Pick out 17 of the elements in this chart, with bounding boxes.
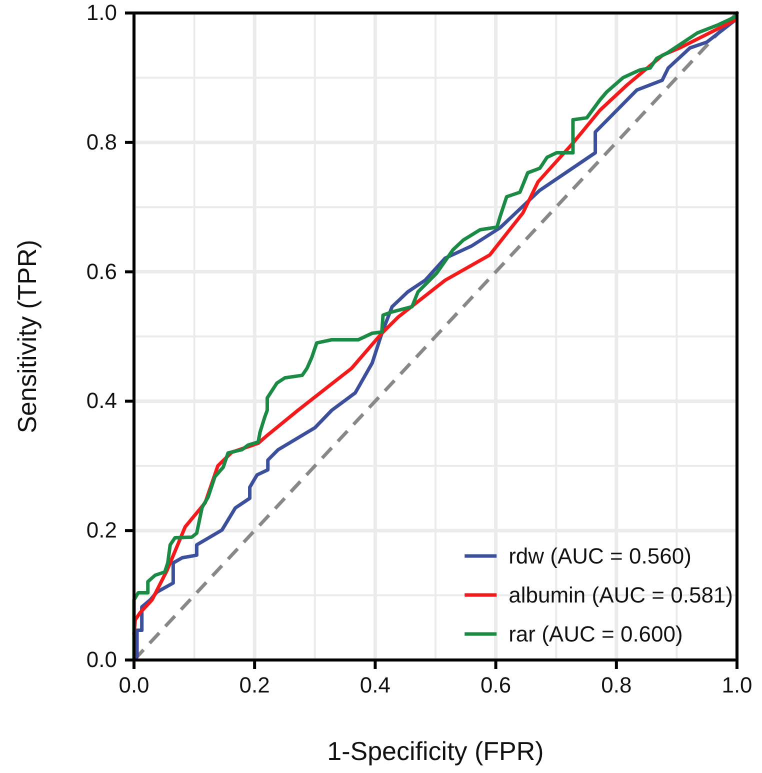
x-tick-label: 0.0 (118, 672, 150, 698)
x-tick-label: 0.4 (360, 672, 390, 698)
y-tick-label: 0.2 (86, 518, 117, 543)
y-tick-label: 0.6 (86, 258, 117, 284)
legend-label: rar (AUC = 0.600) (508, 622, 683, 647)
y-tick-label: 0.8 (86, 129, 117, 154)
x-tick-label: 0.6 (480, 672, 512, 698)
y-tick-label: 0.0 (86, 647, 117, 672)
x-tick-label: 0.8 (601, 672, 632, 698)
y-tick-label: 0.4 (86, 388, 117, 414)
x-axis-title: 1-Specificity (FPR) (327, 736, 544, 766)
x-tick-label: 0.2 (239, 672, 270, 698)
y-axis-title: Sensitivity (TPR) (12, 240, 42, 434)
y-tick-label: 1.0 (86, 0, 117, 26)
legend-label: albumin (AUC = 0.581) (508, 582, 733, 608)
legend-label: rdw (AUC = 0.560) (508, 544, 692, 569)
x-tick-label: 1.0 (722, 672, 752, 698)
